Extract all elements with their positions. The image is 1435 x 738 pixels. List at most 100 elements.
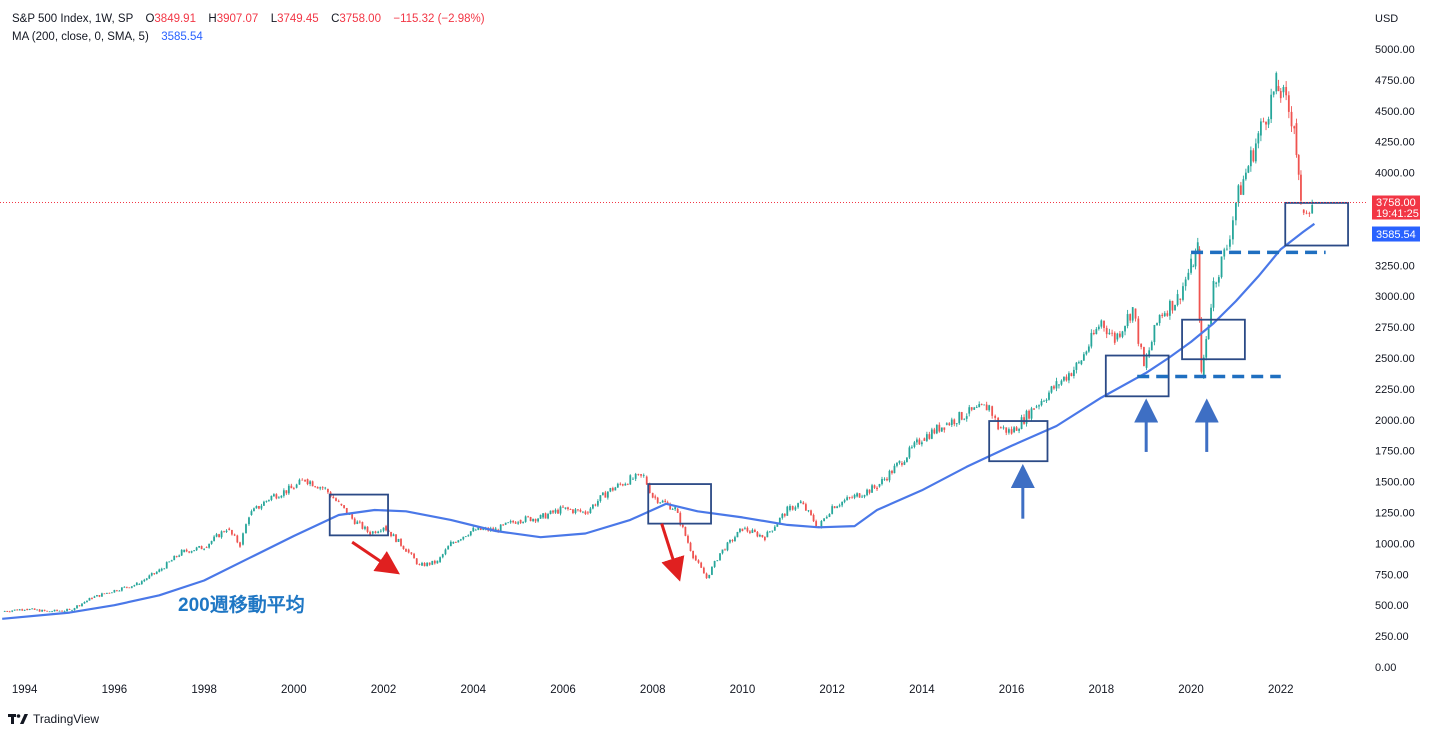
price-candle-body: [1015, 427, 1018, 431]
time-axis[interactable]: 1994 1996 1998 2000 2002 2004 2006 2008 2010 2012…: [12, 684, 1294, 696]
price-tick-label: 2250.00: [1375, 384, 1415, 396]
price-candle-body: [797, 503, 799, 508]
price-candle-body: [876, 487, 878, 490]
drawing-overlays[interactable]: 200週移動平均: [178, 201, 1349, 616]
price-candle-body: [23, 609, 26, 611]
price-candle-body: [1275, 73, 1278, 92]
price-candle-body: [255, 506, 258, 509]
price-candle-body: [1055, 381, 1058, 389]
price-candle-body: [848, 497, 851, 499]
price-candle-body: [203, 549, 206, 550]
price-candle-body: [721, 549, 724, 554]
price-candle-body: [562, 506, 564, 508]
price-candle-body: [614, 487, 617, 491]
price-candle-body: [369, 531, 371, 536]
price-candle-body: [103, 593, 106, 595]
price-tick-label: 0.00: [1375, 662, 1396, 674]
price-tick-label: 750.00: [1375, 569, 1409, 581]
ma-legend-value: 3585.54: [161, 31, 203, 43]
price-candle-body: [906, 457, 908, 462]
price-candle-body: [933, 429, 936, 434]
price-candle-body: [377, 531, 380, 534]
low-value: 3749.45: [277, 13, 319, 25]
price-candle-body: [507, 522, 510, 524]
price-candle-body: [345, 507, 348, 515]
price-candle-body: [537, 518, 539, 522]
price-candle-body: [1305, 212, 1308, 214]
price-candle-body: [810, 510, 812, 515]
price-candle-body: [1097, 326, 1100, 330]
price-candle-body: [1242, 179, 1245, 195]
price-candle-body: [11, 610, 14, 612]
price-candle-body: [681, 524, 684, 527]
price-candle-body: [1137, 318, 1140, 344]
price-candle-body: [572, 509, 574, 513]
price-tick-label: 5000.00: [1375, 44, 1415, 56]
price-candle-body: [901, 463, 903, 465]
price-candle-body: [687, 535, 689, 543]
price-candle-body: [93, 596, 96, 598]
price-candle-body: [277, 497, 280, 499]
price-candle-body: [165, 562, 168, 569]
price-candle-body: [1040, 401, 1043, 406]
price-candle-body: [999, 427, 1002, 429]
price-candle-body: [1100, 320, 1103, 327]
price-candle-body: [911, 446, 913, 448]
price-candle-body: [306, 479, 309, 485]
price-candle-body: [529, 517, 532, 522]
price-candle-body: [218, 534, 220, 538]
price-candle-body: [741, 528, 744, 532]
price-candle-body: [135, 582, 138, 586]
price-candle-body: [1018, 429, 1020, 431]
price-candle-body: [1270, 94, 1273, 120]
price-tick-label: 3250.00: [1375, 260, 1415, 272]
last-price-badge: [1372, 195, 1420, 220]
year-tick-label: 1998: [191, 684, 217, 696]
price-candle-body: [601, 492, 604, 496]
price-tick-label: 4500.00: [1375, 106, 1415, 118]
price-axis[interactable]: USD 0.00 250.00 500.00 750.00 1000.00 1250.00 1…: [1375, 13, 1415, 674]
price-candle-body: [125, 586, 128, 588]
price-candle-body: [843, 500, 846, 502]
price-candle-body: [604, 492, 607, 498]
price-candle-body: [547, 514, 549, 519]
price-candle-body: [938, 424, 941, 432]
price-candle-body: [1168, 300, 1171, 316]
price-candle-body: [153, 573, 156, 574]
decline-arrow: [660, 523, 685, 582]
price-candle-body: [248, 517, 250, 525]
price-candle-body: [1116, 333, 1119, 340]
price-candle-body: [564, 507, 567, 509]
price-candle-body: [1196, 242, 1199, 252]
price-candle-body: [150, 573, 153, 576]
price-candle-body: [106, 592, 108, 594]
price-candle-body: [577, 509, 579, 511]
price-candle-body: [113, 589, 116, 593]
price-candle-body: [1265, 121, 1267, 125]
decline-arrow: [351, 540, 400, 575]
price-candle-body: [1153, 325, 1156, 343]
price-candle-body: [400, 538, 402, 546]
price-candle-body: [158, 569, 161, 572]
price-candle-body: [311, 481, 314, 487]
price-candle-body: [1068, 373, 1070, 381]
tradingview-logo[interactable]: TradingView: [8, 712, 99, 726]
price-candle-body: [1226, 248, 1228, 250]
price-candle-body: [684, 526, 687, 536]
price-candle-body: [858, 493, 861, 498]
price-candle-body: [648, 484, 651, 494]
price-candle-body: [175, 555, 178, 557]
price-candle-body: [1080, 360, 1083, 365]
price-candle-body: [552, 510, 554, 513]
price-candle-body: [731, 540, 734, 541]
price-candle-body: [428, 562, 431, 565]
price-candle-body: [295, 484, 298, 488]
price-candle-body: [509, 520, 512, 523]
price-candle-body: [973, 407, 976, 410]
price-candle-body: [1045, 399, 1048, 401]
price-candle-body: [282, 490, 285, 496]
price-tick-label: 1500.00: [1375, 477, 1415, 489]
